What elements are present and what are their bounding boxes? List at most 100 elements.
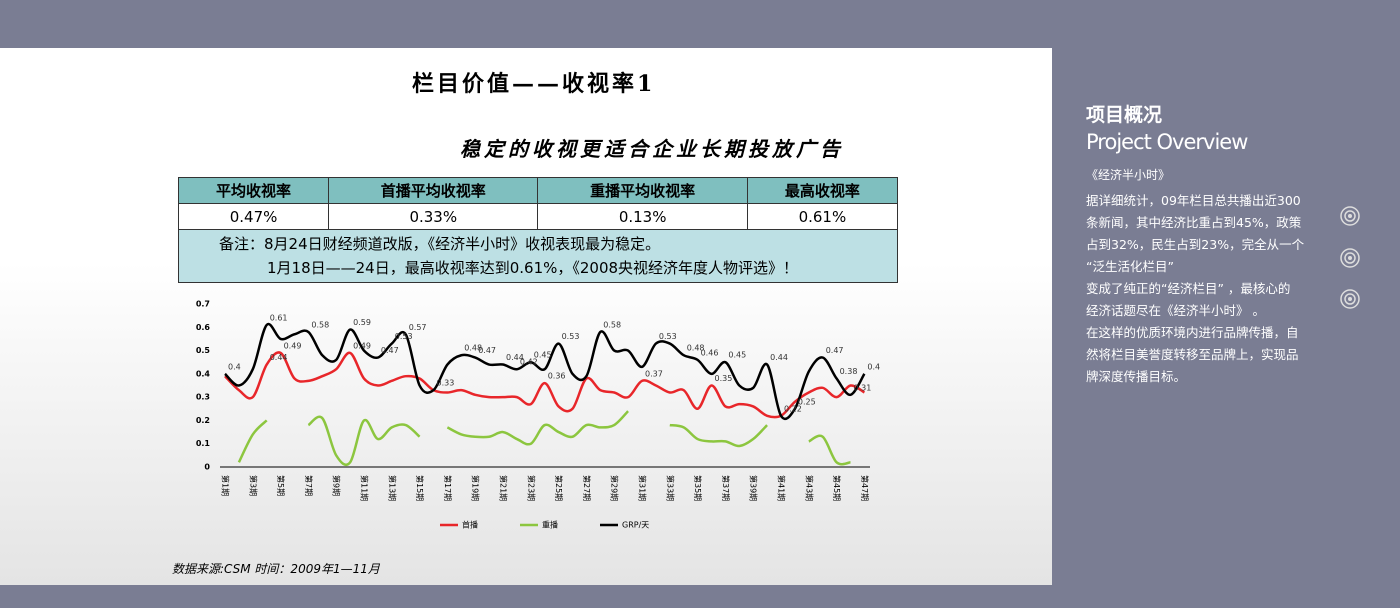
text-line: 条新闻，其中经济比重占到45%，政策 — [1086, 215, 1302, 230]
text-line: “泛生活化栏目” — [1086, 259, 1174, 274]
x-tick-label: 第47期 — [860, 475, 870, 501]
legend-label: 重播 — [542, 520, 558, 530]
cell: 0.61% — [746, 203, 899, 230]
x-tick-label: 第19期 — [471, 475, 481, 501]
subtitle: 稳定的收视更适合企业长期投放广告 — [460, 137, 844, 161]
series-line — [237, 419, 268, 463]
x-tick-label: 第43期 — [804, 475, 814, 501]
sidebar-text: 据详细统计，09年栏目总共播出近300 条新闻，其中经济比重占到45%，政策 占到3… — [1086, 190, 1304, 388]
slide: 栏目价值——收视率1 稳定的收视更适合企业长期投放广告 数据来源:CSM 时间：… — [0, 48, 1052, 585]
series-line — [669, 423, 768, 448]
y-tick-label: 0.2 — [196, 416, 210, 425]
note-line: 备注：8月24日财经频道改版，《经济半小时》收视表现最为稳定。 — [219, 235, 661, 253]
chart: 0 0.1 0.2 0.3 0.4 0.5 0.6 0.7 第1期 第3期 第5期 第7期 第9期 第11… — [196, 300, 880, 530]
data-label: 0.47 — [826, 346, 844, 355]
cell: 0.33% — [328, 203, 539, 230]
data-label: 0.59 — [353, 318, 371, 327]
sidebar-subtitle: Project Overview — [1086, 130, 1248, 154]
x-tick-label: 第45期 — [832, 475, 842, 501]
cell: 0.47% — [177, 203, 330, 230]
y-tick-label: 0 — [204, 463, 210, 472]
data-label: 0.58 — [603, 320, 621, 329]
source: 数据来源:CSM 时间：2009年1—11月 — [172, 562, 380, 576]
x-tick-label: 第33期 — [665, 475, 675, 501]
data-label: 0.4 — [228, 362, 241, 371]
data-label: 0.22 — [784, 404, 802, 413]
x-tick-label: 第13期 — [387, 475, 397, 501]
data-label: 0.47 — [478, 346, 496, 355]
x-tick-label: 第39期 — [749, 475, 759, 501]
data-label: 0.53 — [659, 332, 677, 341]
series-line — [446, 410, 630, 446]
x-tick-label: 第37期 — [721, 475, 731, 501]
note-line: 1月18日——24日，最高收视率达到0.61%，《2008央视经济年度人物评选》… — [267, 259, 799, 277]
x-tick-label: 第29期 — [610, 475, 620, 501]
y-tick-label: 0.6 — [196, 323, 211, 332]
data-label: 0.35 — [715, 374, 733, 383]
data-label: 0.45 — [534, 351, 552, 360]
data-label: 0.58 — [311, 320, 329, 329]
x-tick-label: 第3期 — [248, 475, 258, 496]
header-cell: 最高收视率 — [746, 177, 899, 204]
x-tick-label: 第1期 — [221, 475, 231, 496]
data-label: 0.46 — [701, 348, 719, 357]
cell: 0.13% — [537, 203, 748, 230]
data-label: 0.37 — [645, 369, 663, 378]
data-label: 0.42 — [520, 358, 538, 367]
sidebar-title: 项目概况 — [1086, 104, 1163, 126]
y-tick-label: 0.4 — [196, 369, 211, 378]
y-tick-label: 0.7 — [196, 300, 210, 309]
x-tick-label: 第27期 — [582, 475, 592, 501]
header-cell: 首播平均收视率 — [328, 177, 539, 204]
stats-table: 平均收视率 首播平均收视率 重播平均收视率 最高收视率 0.47% 0.33% 0.13%… — [177, 177, 899, 283]
icons — [1340, 206, 1360, 309]
x-tick-label: 第9期 — [332, 475, 342, 496]
data-label: 0.38 — [840, 367, 858, 376]
data-label: 0.48 — [687, 344, 705, 353]
data-label: 0.44 — [770, 353, 788, 362]
y-tick-label: 0.1 — [196, 439, 211, 448]
data-label: 0.53 — [562, 332, 580, 341]
text-line: 变成了纯正的“经济栏目” ，最核心的 — [1086, 281, 1291, 296]
note: 备注：8月24日财经频道改版，《经济半小时》收视表现最为稳定。 1月18日——24… — [178, 229, 898, 283]
x-tick-label: 第31期 — [638, 475, 648, 501]
text-line: 牌深度传播目标。 — [1086, 369, 1187, 384]
data-label: 0.48 — [464, 344, 482, 353]
x-tick-label: 第5期 — [276, 475, 286, 496]
series-line — [224, 351, 866, 419]
data-label: 0.47 — [381, 346, 399, 355]
x-tick-label: 第7期 — [304, 475, 314, 496]
text-line: 经济话题尽在《经济半小时》 。 — [1086, 303, 1265, 318]
program-name: 《经济半小时》 — [1086, 168, 1171, 182]
header-cell: 平均收视率 — [177, 177, 330, 204]
data-label: 0.33 — [437, 379, 455, 388]
legend-label: 首播 — [462, 520, 478, 530]
y-tick-label: 0.3 — [196, 393, 210, 402]
y-tick-label: 0.5 — [196, 346, 211, 355]
x-tick-label: 第11期 — [360, 475, 370, 501]
series-line — [307, 415, 421, 466]
title: 栏目价值——收视率1 — [412, 71, 656, 97]
data-label: 0.57 — [409, 323, 427, 332]
data-label: 0.44 — [506, 353, 524, 362]
series-line — [224, 322, 866, 421]
series-line — [808, 434, 851, 466]
data-label: 0.25 — [798, 397, 816, 406]
text-line: 据详细统计，09年栏目总共播出近300 — [1086, 193, 1301, 208]
header-cell: 重播平均收视率 — [537, 177, 748, 204]
x-tick-label: 第21期 — [499, 475, 509, 501]
data-label: 0.44 — [270, 353, 288, 362]
data-label: 0.53 — [395, 332, 413, 341]
legend-label: GRP/天 — [622, 521, 649, 530]
data-label: 0.4 — [867, 362, 880, 371]
x-tick-label: 第23期 — [526, 475, 536, 501]
x-tick-label: 第35期 — [693, 475, 703, 501]
x-tick-label: 第41期 — [777, 475, 787, 501]
text-line: 在这样的优质环境内进行品牌传播，自 — [1086, 325, 1299, 340]
data-label: 0.31 — [854, 383, 872, 392]
data-label: 0.61 — [270, 313, 288, 322]
x-tick-label: 第17期 — [443, 475, 453, 501]
x-tick-label: 第25期 — [554, 475, 564, 501]
text-line: 占到32%，民生占到23%，完全从一个 — [1086, 237, 1305, 252]
